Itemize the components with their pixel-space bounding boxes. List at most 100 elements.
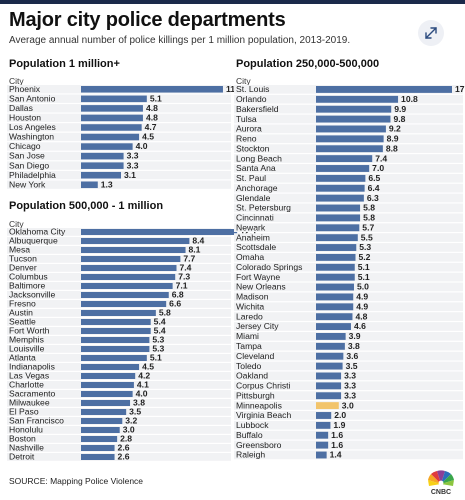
category-label: Columbus <box>9 271 48 281</box>
value-label: 3.3 <box>344 381 356 391</box>
bar <box>316 135 384 143</box>
bar <box>316 155 373 163</box>
value-label: 5.1 <box>150 93 162 103</box>
bar <box>316 313 353 321</box>
bar <box>316 303 354 311</box>
value-label: 5.3 <box>359 242 371 252</box>
bar <box>81 105 143 112</box>
value-label: 7.4 <box>375 153 387 163</box>
category-label: Jacksonville <box>9 289 56 299</box>
bar <box>81 400 131 406</box>
category-label: Boston <box>9 433 36 443</box>
bar <box>316 234 358 242</box>
category-label: Anchorage <box>236 183 278 193</box>
expand-arrows-icon <box>425 27 437 39</box>
category-label: Scottsdale <box>236 242 276 252</box>
bar <box>316 253 356 261</box>
value-label: 3.0 <box>342 400 354 410</box>
value-label: 4.8 <box>355 311 367 321</box>
bar <box>81 292 169 298</box>
bar <box>316 214 361 222</box>
value-label: 3.6 <box>346 351 358 361</box>
category-label: Jersey City <box>236 321 279 331</box>
value-label: 8.1 <box>189 244 201 254</box>
row-band <box>7 444 231 452</box>
bar <box>81 143 133 150</box>
category-label: Omaha <box>236 252 264 262</box>
value-label: 8.9 <box>387 134 399 144</box>
category-label: Albuquerque <box>9 235 58 245</box>
expand-button[interactable] <box>418 20 444 46</box>
bar <box>81 319 151 325</box>
value-label: 6.4 <box>368 183 380 193</box>
category-label: Fort Worth <box>9 325 50 335</box>
category-label: Oakland <box>236 371 268 381</box>
category-label: San Diego <box>9 160 49 170</box>
page-subtitle: Average annual number of police killings… <box>9 35 351 46</box>
category-label: St. Louis <box>236 84 269 94</box>
value-label: 4.8 <box>146 113 158 123</box>
category-label: Honolulu <box>9 424 43 434</box>
value-label: 3.3 <box>127 160 139 170</box>
bar <box>316 95 399 103</box>
category-label: Lubbock <box>236 420 269 430</box>
row-band <box>234 371 463 381</box>
value-label: 5.2 <box>359 252 371 262</box>
category-label: Virginia Beach <box>236 410 291 420</box>
category-label: Sacramento <box>9 388 56 398</box>
bar <box>81 265 177 271</box>
value-label: 4.9 <box>356 292 368 302</box>
cnbc-logo-text: CNBC <box>430 489 452 496</box>
category-label: Buffalo <box>236 430 263 440</box>
category-label: Orlando <box>236 94 267 104</box>
cnbc-peacock-icon <box>428 470 454 486</box>
top-accent-bar <box>0 0 465 4</box>
row-band <box>234 351 463 361</box>
bar <box>316 392 342 400</box>
value-label: 5.1 <box>150 352 162 362</box>
bar <box>81 328 151 334</box>
category-label: St. Paul <box>236 173 266 183</box>
category-label: Stockton <box>236 143 270 153</box>
bar <box>81 346 150 352</box>
bar <box>81 391 133 397</box>
value-label: 1.9 <box>333 420 345 430</box>
category-label: Milwaukee <box>9 397 50 407</box>
value-label: 4.9 <box>356 301 368 311</box>
value-label: 6.5 <box>368 173 380 183</box>
value-label: 2.6 <box>118 442 130 452</box>
category-label: Philadelphia <box>9 170 56 180</box>
category-label: Santa Ana <box>236 163 276 173</box>
category-label: Toledo <box>236 361 262 371</box>
panel-1-column-label: City <box>9 76 24 86</box>
bar <box>81 436 118 442</box>
category-label: Chicago <box>9 141 41 151</box>
category-label: Mesa <box>9 244 30 254</box>
row-band <box>234 411 463 420</box>
value-label: 7.7 <box>183 253 195 263</box>
bar <box>316 204 361 212</box>
bar <box>316 323 351 330</box>
bar <box>81 238 190 244</box>
row-band <box>7 435 231 443</box>
bar <box>316 125 386 133</box>
value-label: 17.9 <box>455 84 465 94</box>
row-band <box>234 391 463 400</box>
value-label: 9.8 <box>393 114 405 124</box>
bar <box>81 152 124 160</box>
category-label: Fort Wayne <box>236 272 280 282</box>
value-label: 4.7 <box>145 122 157 132</box>
bar <box>81 445 115 451</box>
category-label: Memphis <box>9 334 44 344</box>
category-label: Madison <box>236 292 269 302</box>
value-label: 7.0 <box>372 163 384 173</box>
value-label: 4.0 <box>136 141 148 151</box>
bar <box>316 333 346 340</box>
value-label: 6.8 <box>172 289 184 299</box>
value-label: 4.8 <box>146 103 158 113</box>
category-label: El Paso <box>9 406 39 416</box>
category-label: Cleveland <box>236 351 274 361</box>
value-label: 2.8 <box>120 433 132 443</box>
bar <box>316 451 327 459</box>
